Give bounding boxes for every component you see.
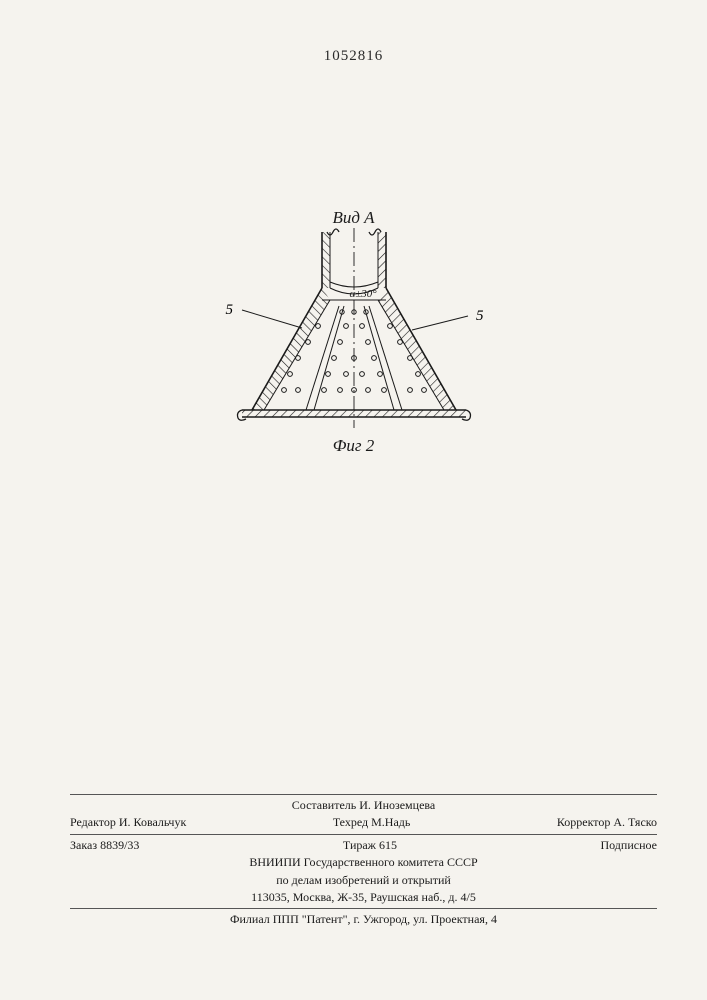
tech-name: М.Надь [371, 815, 410, 829]
figure-2: Вид А 5 5 α±30° [224, 210, 484, 450]
footer-rule-3 [70, 908, 657, 909]
figure-caption: Фиг 2 [224, 436, 484, 456]
order-label: Заказ [70, 838, 97, 852]
corrector-name: А. Тяско [613, 815, 657, 829]
branch-line: Филиал ППП "Патент", г. Ужгород, ул. Про… [70, 911, 657, 928]
order-row: Заказ 8839/33 Тираж 615 Подписное [70, 837, 657, 854]
org-line-2: по делам изобретений и открытий [70, 872, 657, 889]
figure-svg [224, 210, 484, 450]
figure-container: Вид А 5 5 α±30° [0, 210, 707, 450]
page: 1052816 Вид А 5 5 α±30° [0, 0, 707, 1000]
corrector-cell: Корректор А. Тяско [557, 814, 657, 831]
footer-rule-1 [70, 794, 657, 795]
compiler-line: Составитель И. Иноземцева [70, 797, 657, 814]
credits-row: Редактор И. Ковальчук Техред М.Надь Корр… [70, 814, 657, 831]
compiler-name: И. Иноземцева [359, 798, 435, 812]
tirazh-label: Тираж [343, 838, 376, 852]
footer-rule-2 [70, 834, 657, 835]
footer-block: Составитель И. Иноземцева Редактор И. Ко… [70, 792, 657, 929]
figure-ref-5-left: 5 [226, 302, 234, 319]
tech-cell: Техред М.Надь [333, 814, 411, 831]
order-cell: Заказ 8839/33 [70, 837, 139, 854]
subscription-cell: Подписное [600, 837, 657, 854]
org-address: 113035, Москва, Ж-35, Раушская наб., д. … [70, 889, 657, 906]
tirazh-value: 615 [379, 838, 397, 852]
order-value: 8839/33 [100, 838, 139, 852]
org-line-1: ВНИИПИ Государственного комитета СССР [70, 854, 657, 871]
figure-angle-label: α±30° [350, 288, 377, 300]
tirazh-cell: Тираж 615 [343, 837, 397, 854]
editor-name: И. Ковальчук [119, 815, 186, 829]
figure-ref-5-right: 5 [476, 308, 484, 325]
tech-label: Техред [333, 815, 368, 829]
compiler-label: Составитель [292, 798, 356, 812]
corrector-label: Корректор [557, 815, 611, 829]
editor-label: Редактор [70, 815, 116, 829]
figure-view-label: Вид А [224, 208, 484, 228]
document-number: 1052816 [0, 48, 707, 65]
editor-cell: Редактор И. Ковальчук [70, 814, 186, 831]
